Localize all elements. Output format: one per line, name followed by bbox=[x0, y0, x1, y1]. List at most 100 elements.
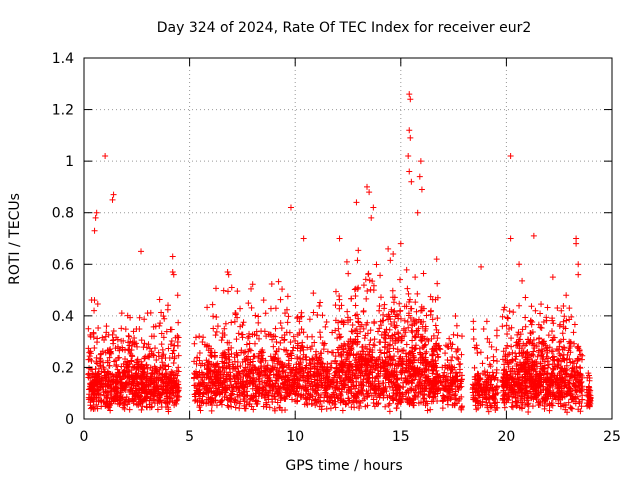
data-point bbox=[208, 353, 215, 360]
data-point bbox=[174, 292, 181, 299]
data-point bbox=[141, 390, 148, 397]
data-point bbox=[109, 196, 116, 203]
data-point bbox=[93, 209, 100, 216]
data-point bbox=[274, 399, 281, 406]
data-point bbox=[85, 396, 92, 403]
data-point bbox=[370, 396, 377, 403]
data-point bbox=[245, 300, 252, 307]
data-point bbox=[417, 158, 424, 165]
data-point bbox=[422, 350, 429, 357]
data-point bbox=[507, 152, 514, 159]
data-point bbox=[287, 370, 294, 377]
data-point bbox=[144, 365, 151, 372]
data-point bbox=[102, 368, 109, 375]
data-point bbox=[204, 304, 211, 311]
data-point bbox=[390, 390, 397, 397]
data-point bbox=[522, 350, 529, 357]
data-point bbox=[348, 344, 355, 351]
data-point bbox=[337, 397, 344, 404]
data-point bbox=[452, 378, 459, 385]
data-point bbox=[110, 327, 117, 334]
data-point bbox=[493, 369, 500, 376]
data-point bbox=[199, 398, 206, 405]
data-point bbox=[392, 340, 399, 347]
data-point bbox=[406, 296, 413, 303]
data-point bbox=[353, 390, 360, 397]
data-point bbox=[409, 337, 416, 344]
data-point bbox=[279, 286, 286, 293]
data-point bbox=[535, 349, 542, 356]
data-point bbox=[545, 361, 552, 368]
data-point bbox=[91, 227, 98, 234]
data-point bbox=[573, 363, 580, 370]
data-point bbox=[314, 366, 321, 373]
data-point bbox=[371, 336, 378, 343]
data-point bbox=[196, 402, 203, 409]
data-point bbox=[449, 341, 456, 348]
data-point bbox=[576, 398, 583, 405]
data-point bbox=[213, 328, 220, 335]
data-point bbox=[89, 366, 96, 373]
data-point bbox=[126, 398, 133, 405]
data-point bbox=[294, 397, 301, 404]
data-point bbox=[447, 370, 454, 377]
data-point bbox=[507, 235, 514, 242]
data-point bbox=[440, 393, 447, 400]
data-point bbox=[483, 318, 490, 325]
data-point bbox=[138, 248, 145, 255]
data-point bbox=[86, 391, 93, 398]
data-point bbox=[402, 367, 409, 374]
data-point bbox=[505, 325, 512, 332]
data-point bbox=[205, 400, 212, 407]
data-point bbox=[118, 325, 125, 332]
data-point bbox=[357, 372, 364, 379]
data-point bbox=[159, 346, 166, 353]
data-point bbox=[110, 191, 117, 198]
data-point bbox=[364, 183, 371, 190]
data-point bbox=[284, 293, 291, 300]
data-point bbox=[455, 387, 462, 394]
y-tick-label: 0.2 bbox=[52, 360, 74, 376]
data-point bbox=[129, 353, 136, 360]
data-point bbox=[394, 401, 401, 408]
data-point bbox=[281, 379, 288, 386]
data-point bbox=[358, 358, 365, 365]
data-point bbox=[524, 394, 531, 401]
data-point bbox=[160, 363, 167, 370]
data-point bbox=[369, 382, 376, 389]
data-point bbox=[87, 331, 94, 338]
data-point bbox=[432, 322, 439, 329]
data-point bbox=[370, 287, 377, 294]
data-point bbox=[117, 389, 124, 396]
data-point bbox=[235, 368, 242, 375]
data-point bbox=[93, 401, 100, 408]
data-point bbox=[543, 317, 550, 324]
data-point bbox=[568, 396, 575, 403]
data-point bbox=[354, 364, 361, 371]
data-point bbox=[120, 374, 127, 381]
data-point bbox=[474, 370, 481, 377]
data-point bbox=[386, 400, 393, 407]
data-point bbox=[531, 362, 538, 369]
data-point bbox=[396, 276, 403, 283]
data-point bbox=[208, 388, 215, 395]
data-point bbox=[282, 374, 289, 381]
data-point bbox=[260, 297, 267, 304]
data-point bbox=[381, 350, 388, 357]
data-point bbox=[118, 337, 125, 344]
data-point bbox=[405, 152, 412, 159]
data-point bbox=[252, 312, 259, 319]
data-point bbox=[256, 335, 263, 342]
data-point bbox=[203, 343, 210, 350]
data-point bbox=[332, 398, 339, 405]
data-point bbox=[361, 361, 368, 368]
data-point bbox=[267, 331, 274, 338]
data-point bbox=[268, 281, 275, 288]
data-point bbox=[353, 199, 360, 206]
data-point bbox=[125, 373, 132, 380]
data-point bbox=[143, 397, 150, 404]
data-point bbox=[534, 372, 541, 379]
data-point bbox=[85, 370, 92, 377]
data-point bbox=[114, 366, 121, 373]
data-point bbox=[240, 367, 247, 374]
